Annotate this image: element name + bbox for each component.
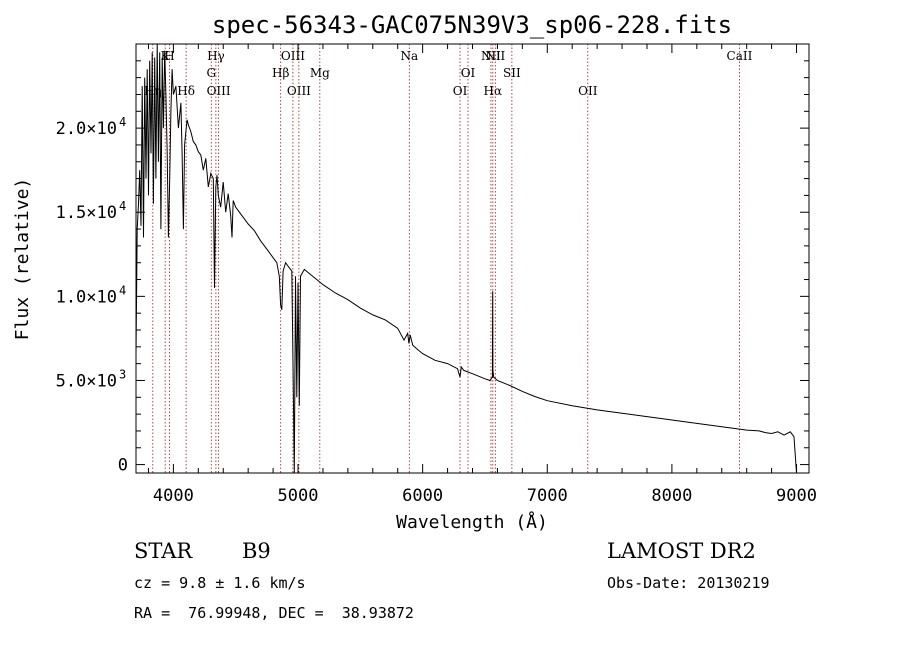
spectrum-line (135, 43, 797, 474)
line-label: Mg (310, 66, 330, 80)
y-axis: 05.0×10 31.0×10 41.5×10 42.0×10 4 (56, 60, 809, 476)
line-label: CaII (727, 49, 753, 63)
line-label: NII (485, 49, 505, 63)
line-label: OI (461, 66, 476, 80)
line-label: OI (453, 84, 468, 98)
y-axis-label: Flux (relative) (12, 178, 33, 341)
line-label: Hγ (207, 49, 225, 63)
spectrum-series (135, 43, 797, 474)
x-tick-label: 6000 (402, 486, 443, 506)
chart-title: spec-56343-GAC075N39V3_sp06-228.fits (212, 11, 732, 39)
plot-frame (135, 43, 810, 474)
y-tick-label: 1.5×10 (56, 203, 117, 223)
plot-area-border (135, 43, 810, 474)
line-label: G (206, 66, 216, 80)
y-tick-mantissa: 2.0×10 (56, 119, 117, 139)
line-label: Na (400, 49, 418, 63)
object-class: STAR (134, 539, 193, 563)
y-tick-mantissa: 5.0×10 (56, 371, 117, 391)
line-label: K (161, 49, 171, 63)
survey-name: LAMOST DR2 (607, 539, 756, 563)
y-tick-label: 2.0×10 (56, 119, 117, 139)
line-label: Hα (484, 84, 503, 98)
line-label: SII (503, 66, 521, 80)
x-tick-label: 4000 (153, 486, 194, 506)
line-label: OIII (281, 49, 305, 63)
line-markers: HηKHHδHγGOIIIHβOIIIOIIIMgNaOIOINIIHαNIIS… (144, 44, 753, 473)
line-label: H (164, 49, 174, 63)
x-axis-label: Wavelength (Å) (396, 511, 548, 533)
y-tick-label: 1.0×10 (56, 287, 117, 307)
line-label: Hβ (272, 66, 289, 80)
line-label: NII (481, 49, 501, 63)
y-tick-mantissa: 1.5×10 (56, 203, 117, 223)
y-tick-exponent: 4 (119, 283, 126, 297)
x-tick-label: 7000 (527, 486, 568, 506)
y-tick-exponent: 3 (119, 367, 126, 381)
y-tick-label: 5.0×10 (56, 371, 117, 391)
line-label: OIII (287, 84, 311, 98)
x-tick-label: 8000 (651, 486, 692, 506)
redshift-cz: cz = 9.8 ± 1.6 km/s (134, 574, 306, 592)
object-subclass: B9 (242, 539, 271, 563)
coordinates: RA = 76.99948, DEC = 38.93872 (134, 604, 414, 622)
x-tick-label: 5000 (278, 486, 319, 506)
y-tick-exponent: 4 (119, 115, 126, 129)
x-tick-label: 9000 (776, 486, 817, 506)
y-tick-mantissa: 0 (118, 456, 128, 476)
x-axis: 4000 5000 6000 7000 8000 9000 (147, 44, 817, 506)
y-tick-mantissa: 1.0×10 (56, 287, 117, 307)
y-tick-exponent: 4 (119, 199, 126, 213)
line-label: Hδ (177, 84, 195, 98)
observation-date: Obs-Date: 20130219 (607, 574, 770, 592)
line-label: OIII (207, 84, 231, 98)
line-label: OII (578, 84, 598, 98)
y-tick-label: 0 (118, 456, 128, 476)
